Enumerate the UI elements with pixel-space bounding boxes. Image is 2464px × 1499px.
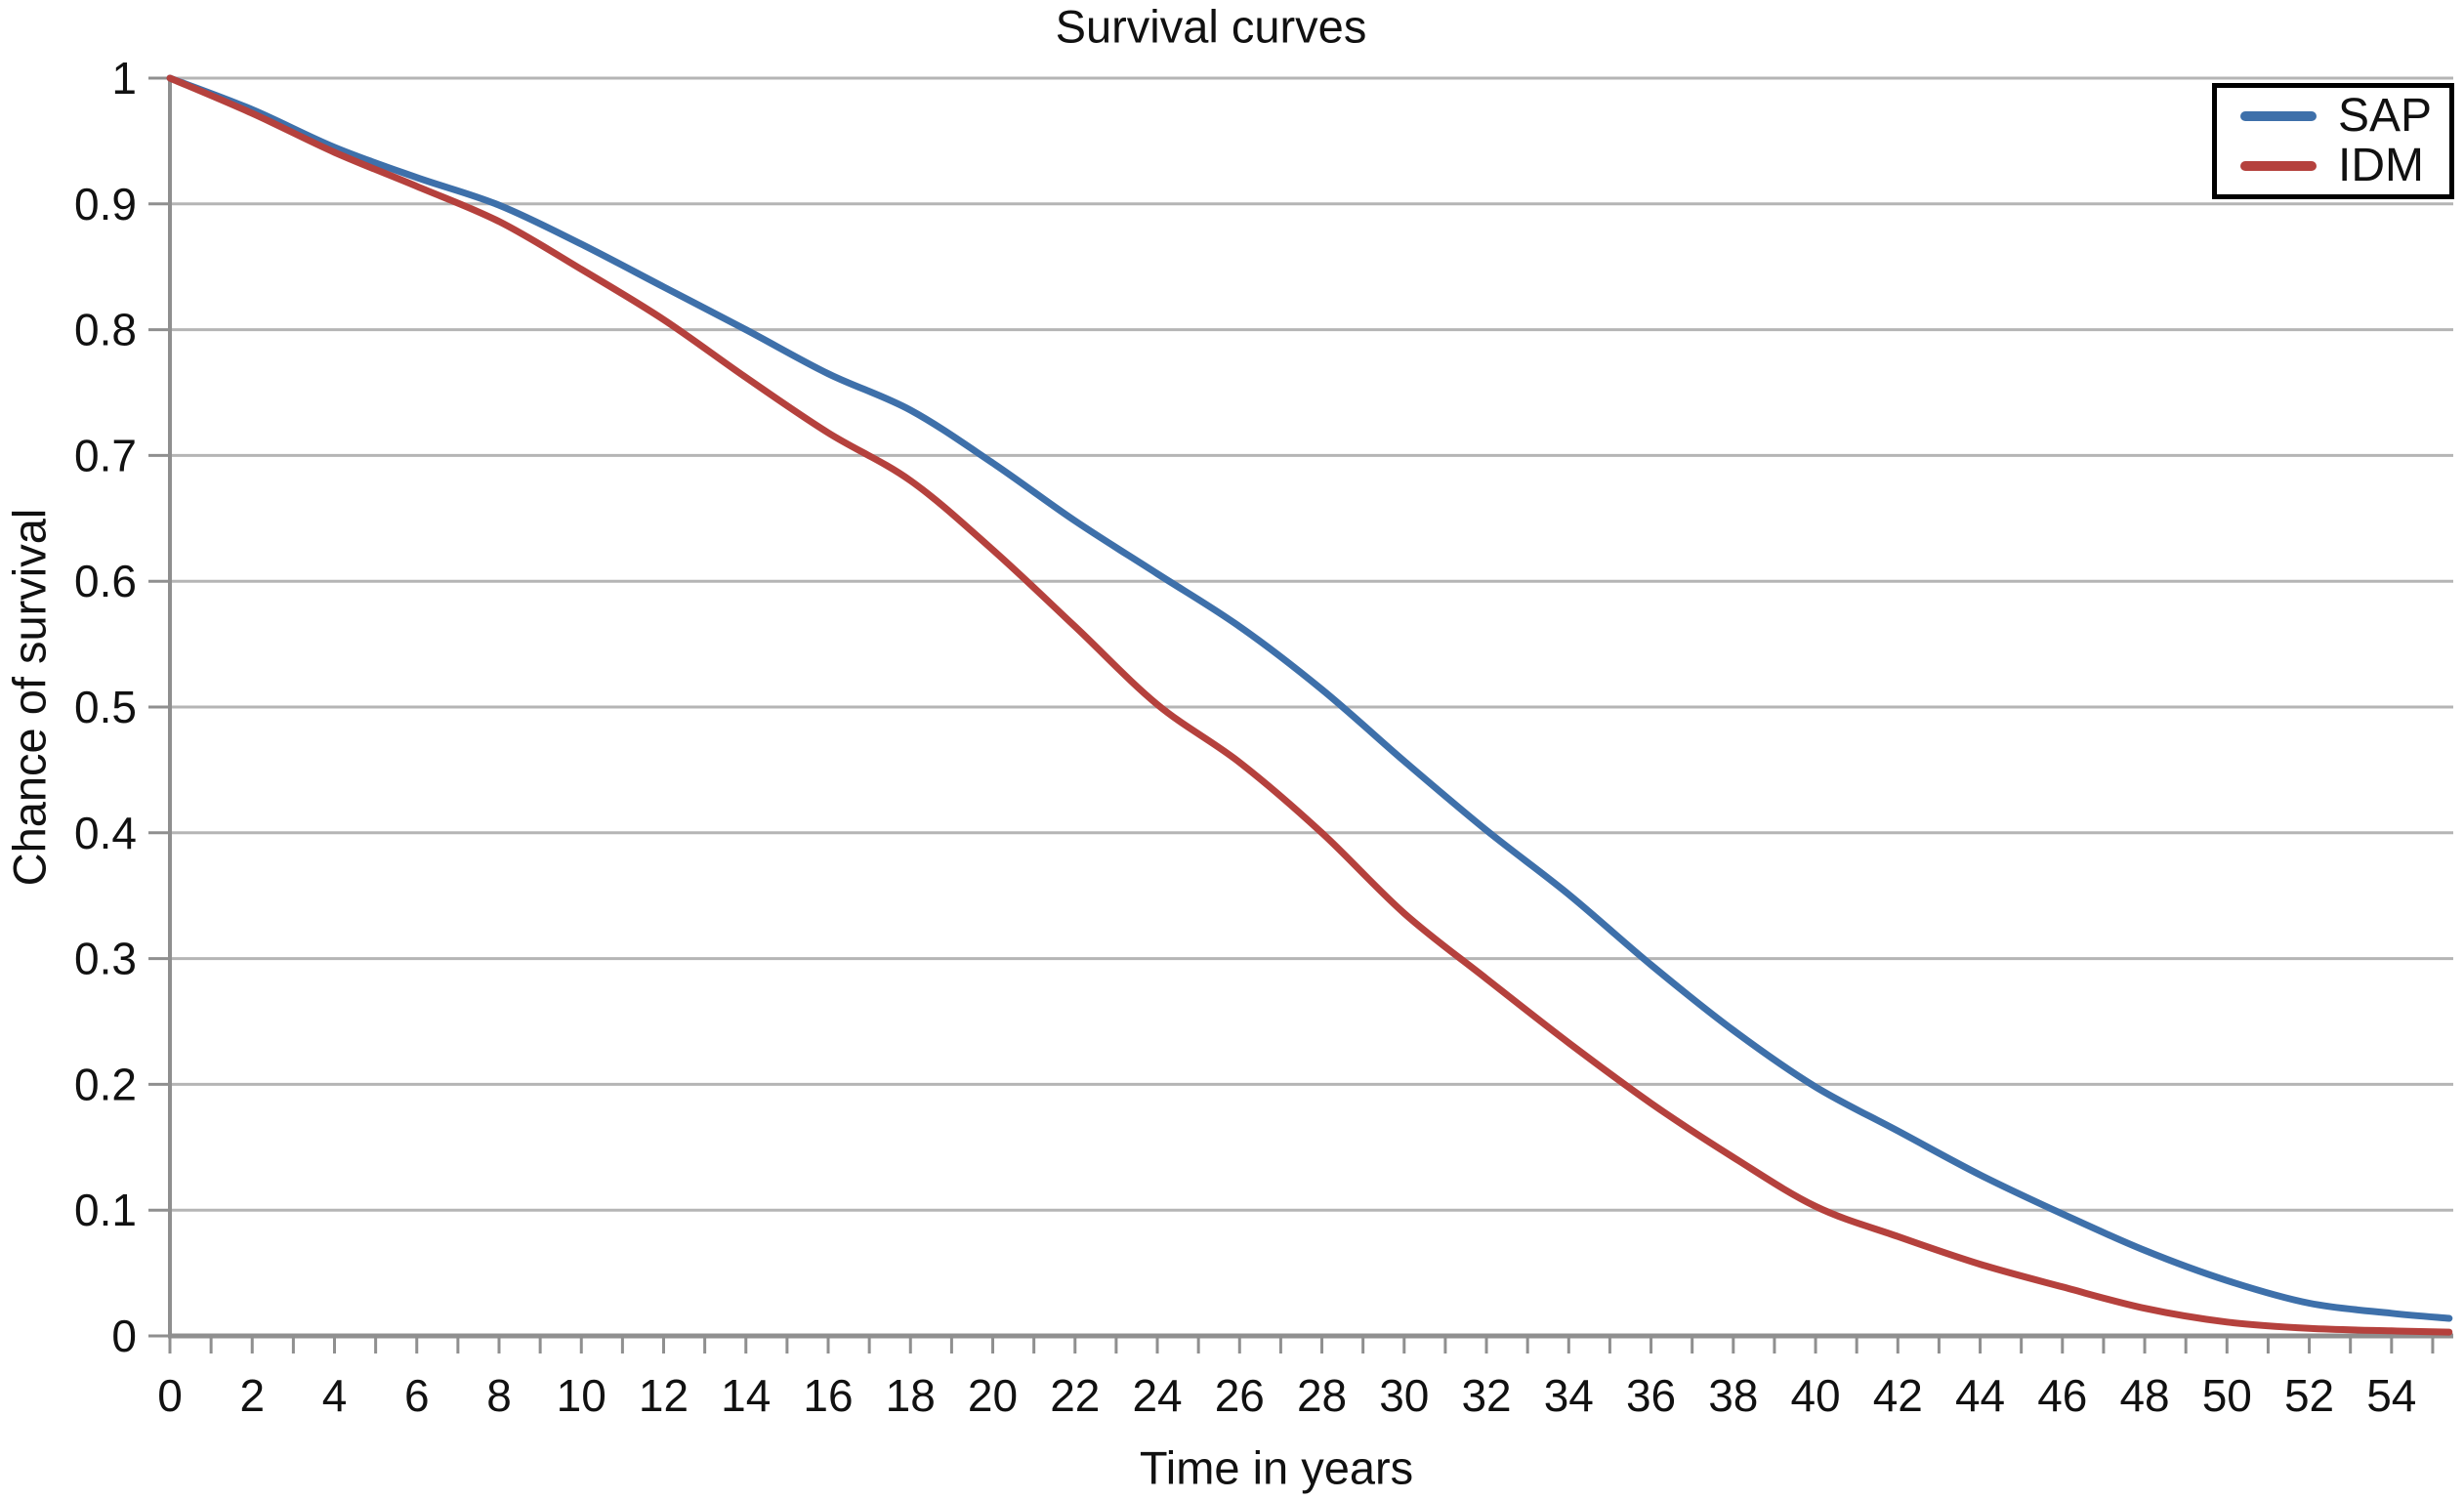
x-ticks: 0 2 4 6 8 10 12 14 16 18 20 22 24 26 28 30 32 34 36 38 40 42 4… (157, 1336, 2435, 1421)
x-tick-label: 36 (1626, 1370, 1676, 1421)
legend-item-idm: IDM (2217, 143, 2449, 189)
y-axis-title: Chance of survival (3, 508, 56, 887)
x-tick-label: 12 (639, 1370, 689, 1421)
x-tick-label: 20 (968, 1370, 1018, 1421)
x-tick-label: 48 (2119, 1370, 2169, 1421)
x-axis-title: Time in years (1139, 1441, 1414, 1494)
x-tick-label: 4 (322, 1370, 348, 1421)
legend: SAP IDM (2212, 83, 2454, 199)
y-tick-label: 0 (111, 1311, 137, 1361)
x-tick-label: 28 (1297, 1370, 1347, 1421)
y-tick-label: 0.3 (74, 934, 137, 984)
x-tick-label: 42 (1873, 1370, 1923, 1421)
x-tick-label: 2 (239, 1370, 265, 1421)
x-tick-label: 34 (1544, 1370, 1594, 1421)
y-tick-label: 0.2 (74, 1059, 137, 1109)
y-ticks: 0 0.1 0.2 0.3 0.4 0.5 0.6 0.7 0.8 0.9 1 (74, 53, 170, 1361)
y-tick-label: 0.1 (74, 1185, 137, 1235)
legend-label-idm: IDM (2338, 140, 2424, 191)
x-tick-label: 44 (1955, 1370, 2005, 1421)
x-tick-label: 52 (2284, 1370, 2334, 1421)
y-tick-label: 0.4 (74, 808, 137, 858)
y-tick-label: 0.9 (74, 179, 137, 229)
idm-line-swatch-icon (2240, 161, 2317, 171)
x-tick-label: 26 (1215, 1370, 1265, 1421)
x-tick-label: 38 (1708, 1370, 1758, 1421)
x-tick-label: 10 (557, 1370, 606, 1421)
chart-title: Survival curves (1055, 0, 1367, 53)
x-tick-label: 30 (1379, 1370, 1429, 1421)
series-line-idm (166, 74, 2453, 1336)
y-tick-label: 0.5 (74, 682, 137, 732)
gridlines (170, 76, 2453, 1212)
x-tick-label: 24 (1132, 1370, 1182, 1421)
x-tick-label: 6 (404, 1370, 430, 1421)
x-tick-label: 0 (157, 1370, 183, 1421)
legend-item-sap: SAP (2217, 93, 2449, 140)
y-tick-label: 1 (111, 53, 137, 104)
x-tick-label: 14 (721, 1370, 771, 1421)
x-tick-label: 54 (2366, 1370, 2416, 1421)
y-tick-label: 0.8 (74, 305, 137, 355)
x-tick-label: 46 (2037, 1370, 2087, 1421)
x-tick-label: 32 (1461, 1370, 1511, 1421)
y-tick-label: 0.7 (74, 430, 137, 480)
x-tick-label: 16 (803, 1370, 853, 1421)
x-tick-label: 18 (886, 1370, 936, 1421)
sap-line-swatch-icon (2240, 111, 2317, 121)
x-tick-label: 40 (1790, 1370, 1840, 1421)
legend-label-sap: SAP (2338, 90, 2433, 142)
x-tick-label: 22 (1050, 1370, 1100, 1421)
series-line-sap (166, 74, 2453, 1322)
x-tick-label: 50 (2202, 1370, 2252, 1421)
x-tick-label: 8 (486, 1370, 512, 1421)
y-tick-label: 0.6 (74, 556, 137, 606)
